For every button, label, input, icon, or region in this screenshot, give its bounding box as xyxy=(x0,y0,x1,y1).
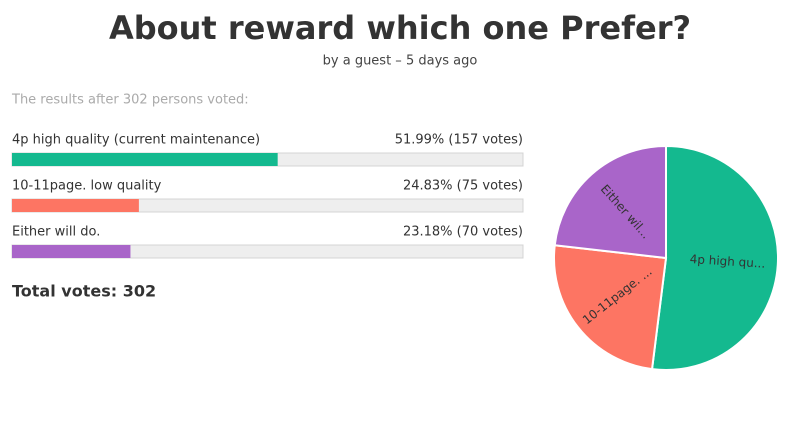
pie-slice xyxy=(553,244,668,371)
bar xyxy=(12,245,131,258)
pie-label: 4p high qu... xyxy=(689,252,765,271)
option-label: 4p high quality (current maintenance) xyxy=(12,133,260,148)
option-label: Either will do. xyxy=(12,225,100,240)
byline: by a guest – 5 days ago xyxy=(323,54,478,69)
bars: 4p high quality (current maintenance) 51.… xyxy=(11,133,524,259)
pie-chart: 4p high qu...10-11page. ...Either wil... xyxy=(553,144,779,371)
poll-title: About reward which one Prefer? xyxy=(109,9,691,47)
total-votes: Total votes: 302 xyxy=(12,282,156,301)
option-result: 23.18% (70 votes) xyxy=(403,225,523,240)
pie-slice xyxy=(553,144,667,260)
pie-slice xyxy=(650,144,779,371)
bar xyxy=(12,153,278,166)
bar xyxy=(12,199,139,212)
option-result: 24.83% (75 votes) xyxy=(403,179,523,194)
option-label: 10-11page. low quality xyxy=(12,179,162,194)
option-result: 51.99% (157 votes) xyxy=(395,133,523,148)
results-intro: The results after 302 persons voted: xyxy=(11,93,249,108)
